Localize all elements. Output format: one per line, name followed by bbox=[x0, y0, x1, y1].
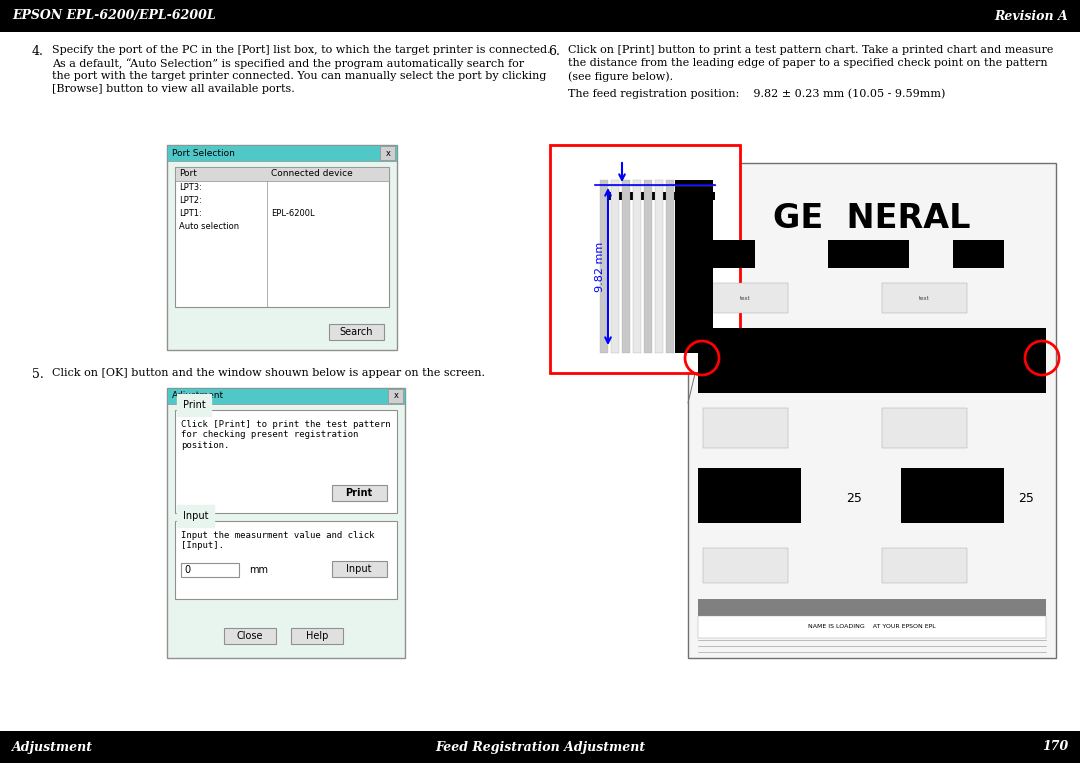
Text: Input: Input bbox=[347, 564, 372, 574]
Text: 170: 170 bbox=[1042, 741, 1068, 754]
Text: Specify the port of the PC in the [Port] list box, to which the target printer i: Specify the port of the PC in the [Port]… bbox=[52, 45, 551, 55]
Text: Port Selection: Port Selection bbox=[172, 149, 234, 157]
Text: The feed registration position:    9.82 ± 0.23 mm (10.05 - 9.59mm): The feed registration position: 9.82 ± 0… bbox=[568, 88, 945, 98]
Text: 5.: 5. bbox=[32, 368, 44, 381]
Bar bbox=[953, 240, 1004, 268]
Bar bbox=[224, 628, 276, 644]
Bar bbox=[698, 599, 1047, 631]
Bar bbox=[666, 180, 674, 353]
Text: Adjustment: Adjustment bbox=[12, 741, 93, 754]
Text: [Browse] button to view all available ports.: [Browse] button to view all available po… bbox=[52, 84, 295, 94]
Bar bbox=[167, 145, 397, 161]
Text: 9.82 mm: 9.82 mm bbox=[595, 241, 605, 291]
Bar bbox=[181, 563, 239, 577]
Bar bbox=[167, 145, 397, 350]
Bar bbox=[175, 167, 389, 307]
Text: Input the measurment value and click
[Input].: Input the measurment value and click [In… bbox=[181, 531, 375, 550]
Text: Auto selection: Auto selection bbox=[179, 222, 239, 231]
Bar bbox=[882, 408, 967, 448]
Text: the distance from the leading edge of paper to a specified check point on the pa: the distance from the leading edge of pa… bbox=[568, 58, 1048, 68]
Bar bbox=[703, 240, 755, 268]
Text: Print: Print bbox=[183, 400, 206, 410]
Text: As a default, “Auto Selection” is specified and the program automatically search: As a default, “Auto Selection” is specif… bbox=[52, 58, 524, 69]
Text: LPT1:: LPT1: bbox=[179, 209, 202, 218]
Text: LPT2:: LPT2: bbox=[179, 196, 202, 205]
Bar bbox=[633, 180, 642, 353]
Bar bbox=[175, 167, 389, 181]
Text: mm: mm bbox=[249, 565, 268, 575]
Text: EPL-6200L: EPL-6200L bbox=[271, 209, 314, 218]
Text: EPSON EPL-6200/EPL-6200L: EPSON EPL-6200/EPL-6200L bbox=[12, 9, 216, 22]
Bar bbox=[600, 180, 608, 353]
Bar bbox=[167, 388, 405, 404]
Text: 25: 25 bbox=[1018, 491, 1035, 504]
Text: Click [Print] to print the test pattern
for checking present registration
positi: Click [Print] to print the test pattern … bbox=[181, 420, 391, 450]
Bar bbox=[175, 410, 397, 513]
Text: Search: Search bbox=[340, 327, 374, 337]
Text: Adjustment: Adjustment bbox=[172, 391, 225, 401]
Bar bbox=[698, 616, 1047, 638]
Bar bbox=[644, 180, 652, 353]
Bar bbox=[611, 180, 619, 353]
Text: x: x bbox=[386, 149, 391, 157]
Text: Input: Input bbox=[183, 511, 208, 521]
Bar bbox=[291, 628, 343, 644]
Text: LPT3:: LPT3: bbox=[179, 183, 202, 192]
Bar bbox=[882, 548, 967, 583]
Bar bbox=[902, 468, 1004, 523]
Text: 6.: 6. bbox=[548, 45, 559, 58]
Bar bbox=[688, 163, 1056, 658]
Bar bbox=[698, 328, 1047, 393]
Text: 4.: 4. bbox=[32, 45, 44, 58]
Text: Close: Close bbox=[237, 631, 264, 641]
Text: text: text bbox=[740, 295, 751, 301]
Bar bbox=[703, 283, 788, 313]
Bar bbox=[388, 389, 403, 403]
Bar bbox=[600, 192, 715, 200]
Bar bbox=[828, 240, 908, 268]
Bar bbox=[332, 561, 387, 577]
Bar bbox=[0, 731, 1080, 763]
Bar bbox=[675, 180, 713, 353]
Text: Revision A: Revision A bbox=[995, 9, 1068, 22]
Bar bbox=[703, 548, 788, 583]
Bar bbox=[0, 0, 1080, 32]
Text: Click on [Print] button to print a test pattern chart. Take a printed chart and : Click on [Print] button to print a test … bbox=[568, 45, 1053, 55]
Text: Port: Port bbox=[179, 169, 197, 179]
Text: 25: 25 bbox=[846, 491, 862, 504]
Bar bbox=[550, 145, 740, 373]
Bar bbox=[703, 408, 788, 448]
Bar bbox=[654, 180, 663, 353]
Text: x: x bbox=[393, 391, 399, 401]
Text: text: text bbox=[919, 295, 930, 301]
Text: GE  NERAL: GE NERAL bbox=[773, 201, 971, 234]
Bar bbox=[698, 468, 801, 523]
Text: 0: 0 bbox=[184, 565, 190, 575]
Bar bbox=[380, 146, 395, 160]
Bar bbox=[175, 521, 397, 599]
Text: (see figure below).: (see figure below). bbox=[568, 71, 673, 82]
Bar bbox=[622, 180, 630, 353]
Text: the port with the target printer connected. You can manually select the port by : the port with the target printer connect… bbox=[52, 71, 546, 81]
Text: Connected device: Connected device bbox=[271, 169, 353, 179]
Text: Feed Registration Adjustment: Feed Registration Adjustment bbox=[435, 741, 645, 754]
Bar bbox=[329, 324, 384, 340]
Text: NAME IS LOADING    AT YOUR EPSON EPL: NAME IS LOADING AT YOUR EPSON EPL bbox=[808, 624, 936, 629]
Bar bbox=[167, 388, 405, 658]
Bar bbox=[332, 485, 387, 501]
Bar bbox=[882, 283, 967, 313]
Text: Click on [OK] button and the window shouwn below is appear on the screen.: Click on [OK] button and the window shou… bbox=[52, 368, 485, 378]
Text: Help: Help bbox=[306, 631, 328, 641]
Text: Print: Print bbox=[346, 488, 373, 498]
